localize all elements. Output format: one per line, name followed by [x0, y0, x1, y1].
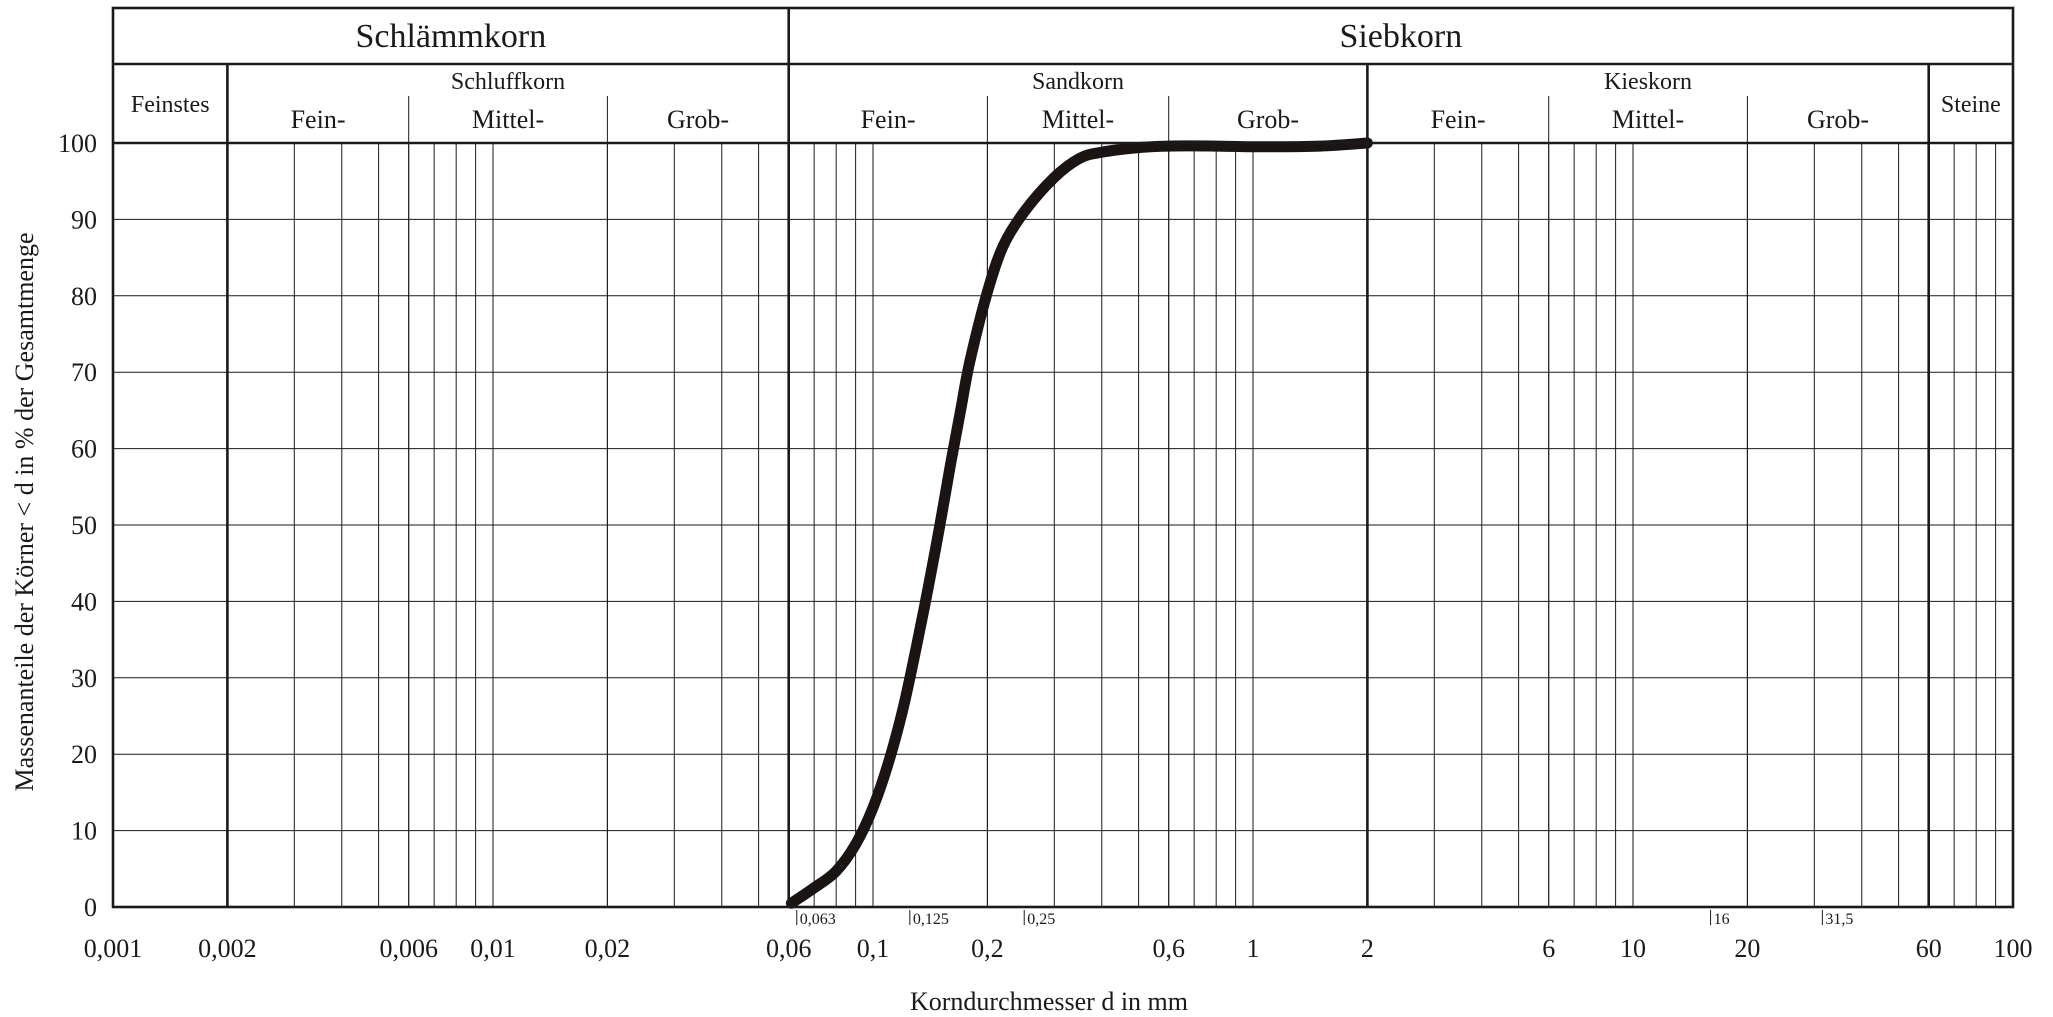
x-tick-label: 1: [1247, 934, 1260, 963]
y-tick-label: 0: [84, 893, 97, 922]
y-tick-label: 50: [71, 511, 97, 540]
y-tick-label: 20: [71, 740, 97, 769]
x-tick-label: 0,002: [198, 934, 257, 963]
sieve-marker-label: 0,063: [800, 911, 836, 928]
sieve-marker-label: 0,125: [913, 911, 949, 928]
x-tick-label: 0,2: [971, 934, 1004, 963]
sieve-marker-label: 16: [1714, 911, 1730, 928]
header-subgroup-label: Mittel-: [1042, 105, 1114, 134]
curve-layer: [785, 137, 1373, 909]
header-subgroup-label: Fein-: [1431, 105, 1486, 134]
header-group-label: Sandkorn: [1032, 69, 1124, 95]
plot-frame: [111, 6, 2015, 909]
header-subgroup-label: Fein-: [291, 105, 346, 134]
x-tick-label: 2: [1361, 934, 1374, 963]
y-tick-label: 30: [71, 664, 97, 693]
header-subgroup-label: Fein-: [861, 105, 916, 134]
y-tick-label: 70: [71, 358, 97, 387]
x-tick-label: 0,06: [766, 934, 812, 963]
y-axis-label: Massenanteile der Körner < d in % der Ge…: [10, 232, 39, 791]
header-group-label: Schluffkorn: [451, 69, 565, 95]
header-subgroup-label: Mittel-: [1612, 105, 1684, 134]
y-tick-label: 40: [71, 587, 97, 616]
header-group-label: Kieskorn: [1604, 69, 1692, 95]
sieve-marker-label: 31,5: [1825, 911, 1853, 928]
y-tick-label: 80: [71, 282, 97, 311]
header-group-label: Feinstes: [131, 92, 210, 118]
outer-frame: [111, 6, 2015, 909]
header-top-label: Schlämmkorn: [355, 18, 546, 55]
header-subgroup-label: Grob-: [1807, 105, 1869, 134]
x-tick-label: 0,01: [470, 934, 516, 963]
header-top-label: Siebkorn: [1339, 18, 1462, 55]
header-subgroup-label: Grob-: [1237, 105, 1299, 134]
y-tick-label: 90: [71, 205, 97, 234]
x-tick-label: 0,006: [379, 934, 438, 963]
grid: [113, 96, 2013, 907]
x-tick-label: 0,001: [84, 934, 143, 963]
x-tick-label: 0,6: [1152, 934, 1185, 963]
x-tick-label: 60: [1916, 934, 1942, 963]
grading-curve: [785, 137, 1373, 909]
chart-header: Schlämmkorn Siebkorn Feinstes Schluffkorn Fe…: [131, 18, 2001, 134]
x-tick-label: 20: [1734, 934, 1760, 963]
y-tick-label: 60: [71, 435, 97, 464]
x-tick-label: 10: [1620, 934, 1646, 963]
header-group-label: Steine: [1941, 92, 2001, 118]
x-tick-label: 100: [1994, 934, 2033, 963]
x-tick-label: 0,02: [585, 934, 631, 963]
y-tick-label: 10: [71, 817, 97, 846]
header-subgroup-label: Mittel-: [472, 105, 544, 134]
y-tick-label: 100: [58, 129, 97, 158]
x-tick-label: 6: [1542, 934, 1555, 963]
axis-ticks: 0 10 20 30 40 50 60 70 80 90 100 0,001 0,002 0,006 0,0…: [58, 129, 2033, 963]
x-tick-label: 0,1: [857, 934, 890, 963]
sieve-marker-label: 0,25: [1027, 911, 1055, 928]
x-axis-label: Korndurchmesser d in mm: [910, 987, 1188, 1016]
header-subgroup-label: Grob-: [667, 105, 729, 134]
